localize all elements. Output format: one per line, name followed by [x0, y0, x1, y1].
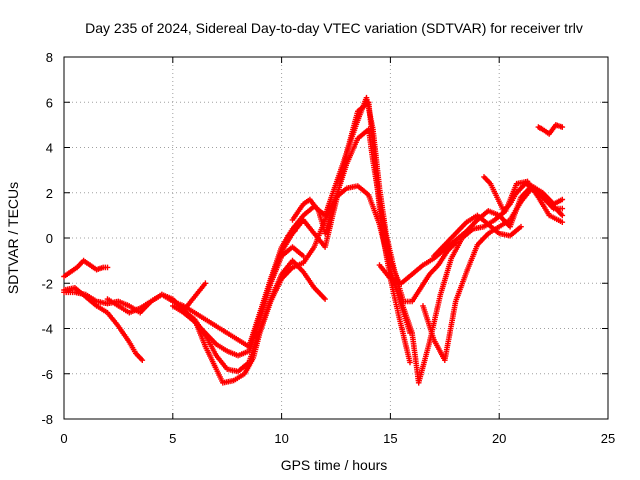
data-layer [61, 94, 566, 386]
y-tick-label: -6 [41, 367, 53, 382]
series-track-1 [61, 257, 111, 280]
grid-layer [64, 57, 608, 419]
x-tick-label: 10 [274, 431, 288, 446]
series-markers [481, 174, 566, 219]
y-axis-label: SDTVAR / TECUs [5, 182, 21, 294]
series-track-10 [289, 126, 402, 286]
x-axis-label: GPS time / hours [281, 457, 388, 473]
series-markers [289, 126, 402, 286]
y-tick-label: -8 [41, 412, 53, 427]
x-tick-label: 5 [169, 431, 176, 446]
chart-title: Day 235 of 2024, Sidereal Day-to-day VTE… [85, 20, 583, 36]
y-tick-label: -2 [41, 276, 53, 291]
y-tick-label: 4 [46, 141, 53, 156]
y-tick-label: -4 [41, 322, 53, 337]
series-markers [535, 122, 566, 137]
x-tick-label: 15 [383, 431, 397, 446]
series-track-16 [535, 122, 566, 137]
series-track-15 [481, 174, 566, 219]
x-tick-labels: 0 5 10 15 20 25 [60, 431, 615, 446]
series-markers [431, 212, 524, 259]
y-tick-label: 6 [46, 95, 53, 110]
x-tick-label: 0 [60, 431, 67, 446]
y-tick-label: 8 [46, 50, 53, 65]
series-track-14 [431, 212, 524, 259]
y-tick-label: 2 [46, 186, 53, 201]
series-markers [61, 257, 111, 280]
tick-layer [63, 56, 609, 420]
x-tick-label: 25 [601, 431, 615, 446]
y-tick-label: 0 [46, 231, 53, 246]
y-tick-labels: -8 -6 -4 -2 0 2 4 6 8 [41, 50, 53, 427]
x-tick-label: 20 [492, 431, 506, 446]
